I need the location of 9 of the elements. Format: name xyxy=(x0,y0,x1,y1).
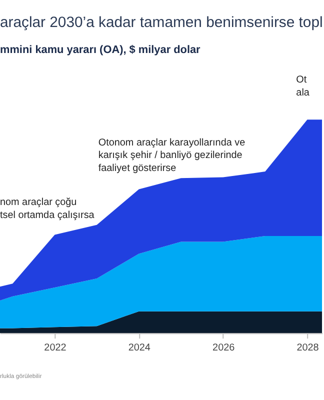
x-tick-label: 2022 xyxy=(44,342,67,354)
chart-title: araçlar 2030’a kadar tamamen benimsenirse topl xyxy=(0,15,323,32)
text: Ot ala xyxy=(296,74,310,99)
x-tick-label: 2028 xyxy=(296,342,320,354)
chart-subtitle: mmini kamu yararı (OA), $ milyar dolar xyxy=(0,44,202,56)
x-tick-label: 2024 xyxy=(128,342,151,354)
x-tick-label: 2026 xyxy=(212,342,236,354)
annotation: nom araçlar çoğu tsel ortamda çalışırsa xyxy=(0,196,95,221)
annotation: Otonom araçlar karayollarında ve karışık şehir / banliyö gezilerinde faaliyet gösterirse xyxy=(98,137,246,174)
